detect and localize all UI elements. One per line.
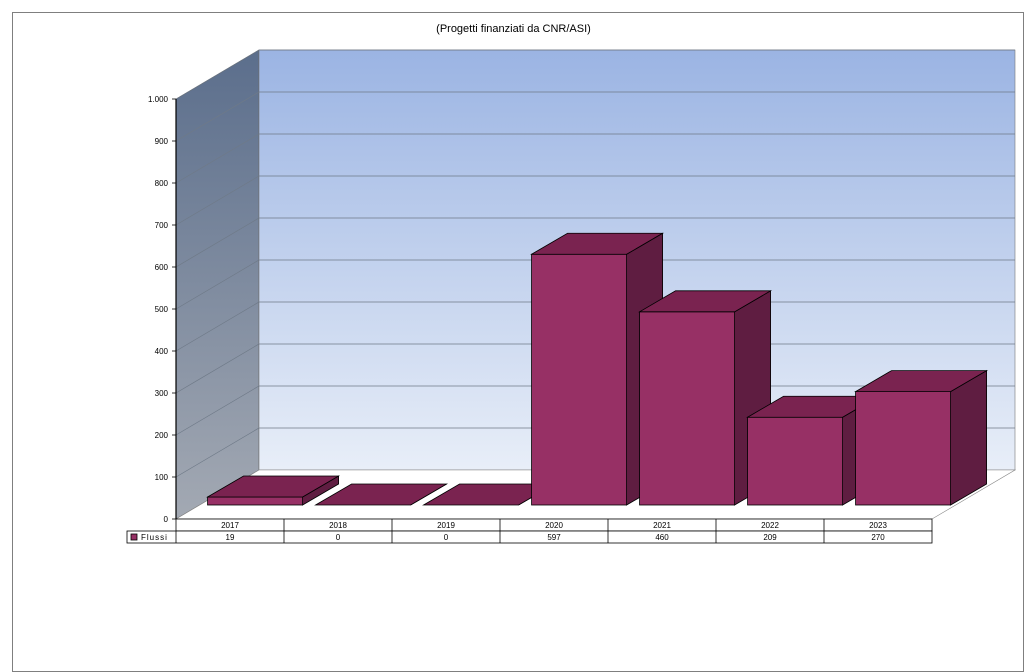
bar-front <box>855 391 951 506</box>
y-tick-label: 600 <box>155 263 169 272</box>
bar-2017 <box>206 475 341 506</box>
y-tick-label: 1.000 <box>148 95 169 104</box>
bar-front <box>639 311 735 506</box>
table-value-cell: 209 <box>763 533 777 542</box>
y-tick-label: 700 <box>155 221 169 230</box>
y-tick-label: 500 <box>155 305 169 314</box>
gridline <box>175 91 1015 142</box>
gridline <box>175 49 1015 100</box>
bar-2020 <box>530 232 665 506</box>
y-tick-label: 200 <box>155 431 169 440</box>
gridline <box>175 217 1015 268</box>
x-category-label: 2018 <box>329 521 347 530</box>
table-value-cell: 0 <box>336 533 341 542</box>
x-category-label: 2021 <box>653 521 671 530</box>
table-value-cell: 460 <box>655 533 669 542</box>
bar-2021 <box>638 290 773 506</box>
bar-side <box>950 369 987 506</box>
x-category-label: 2020 <box>545 521 563 530</box>
bar-top <box>314 483 449 506</box>
chart-title: (Progetti finanziati da CNR/ASI) <box>436 23 591 35</box>
x-category-label: 2022 <box>761 521 779 530</box>
table-value-cell: 19 <box>226 533 235 542</box>
y-tick-label: 800 <box>155 179 169 188</box>
x-category-label: 2023 <box>869 521 887 530</box>
bar-front <box>747 416 843 506</box>
bar-top <box>206 475 341 498</box>
y-tick-label: 0 <box>164 515 169 524</box>
y-tick-label: 100 <box>155 473 169 482</box>
gridline <box>175 133 1015 184</box>
legend-label: Flussi <box>141 533 168 542</box>
x-category-label: 2019 <box>437 521 455 530</box>
gridline <box>175 175 1015 226</box>
y-tick-label: 400 <box>155 347 169 356</box>
bar-top <box>638 290 773 313</box>
bar-front <box>207 496 303 506</box>
x-category-label: 2017 <box>221 521 239 530</box>
legend-swatch <box>130 533 138 541</box>
y-tick-label: 900 <box>155 137 169 146</box>
table-value-cell: 597 <box>547 533 561 542</box>
table-value-cell: 270 <box>871 533 885 542</box>
table-values-row <box>126 530 933 544</box>
y-tick-label: 300 <box>155 389 169 398</box>
gridline <box>175 259 1015 310</box>
table-value-cell: 0 <box>444 533 449 542</box>
bar-2023 <box>854 369 989 506</box>
bar-top <box>854 370 989 393</box>
bar-2018 <box>314 483 449 506</box>
bar-top <box>530 232 665 255</box>
bar-front <box>531 253 627 506</box>
